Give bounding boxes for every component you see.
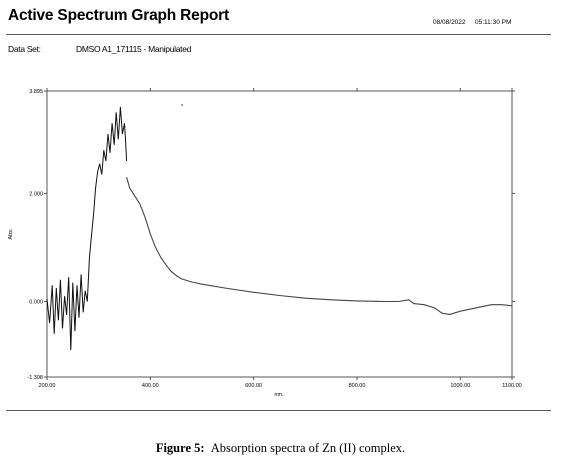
dataset-label: Data Set: xyxy=(8,44,41,54)
series-group xyxy=(46,106,513,351)
y-tick-label: 3.895 xyxy=(29,89,43,95)
plot-frame xyxy=(46,90,513,378)
x-tick-label: 1000.00 xyxy=(450,383,470,389)
footer-divider xyxy=(6,410,551,411)
figure-caption: Figure 5: Absorption spectra of Zn (II) … xyxy=(0,441,561,456)
spectrum-line-noisy xyxy=(46,106,128,351)
report-time: 05:11:30 PM xyxy=(475,19,512,26)
x-tick-label: 600.00 xyxy=(245,383,262,389)
y-tick-label: 0.000 xyxy=(29,299,43,305)
y-axis-label: Abs. xyxy=(8,228,14,239)
x-axis-label: nm. xyxy=(274,392,284,398)
y-axis: 3.895 2.000 0.000 -1.398 xyxy=(27,89,515,381)
stray-dot xyxy=(181,104,183,106)
x-axis: 200.00 400.00 600.00 800.00 1000.00 1100.00 xyxy=(39,88,522,389)
y-tick-label: 2.000 xyxy=(29,191,43,197)
spectrum-line-smooth xyxy=(126,177,513,315)
x-tick-label: 200.00 xyxy=(39,383,56,389)
x-tick-label: 1100.00 xyxy=(502,383,521,389)
x-tick-label: 400.00 xyxy=(142,383,159,389)
x-tick-label: 800.00 xyxy=(349,383,366,389)
header-divider xyxy=(6,34,551,35)
report-title: Active Spectrum Graph Report xyxy=(8,7,229,24)
dataset-value: DMSO A1_171115 - Manipulated xyxy=(76,44,192,54)
figure-text: Absorption spectra of Zn (II) complex. xyxy=(210,441,406,455)
y-tick-label: -1.398 xyxy=(27,375,43,381)
figure-label: Figure 5: xyxy=(155,441,205,455)
report-date: 08/08/2022 xyxy=(433,19,466,26)
